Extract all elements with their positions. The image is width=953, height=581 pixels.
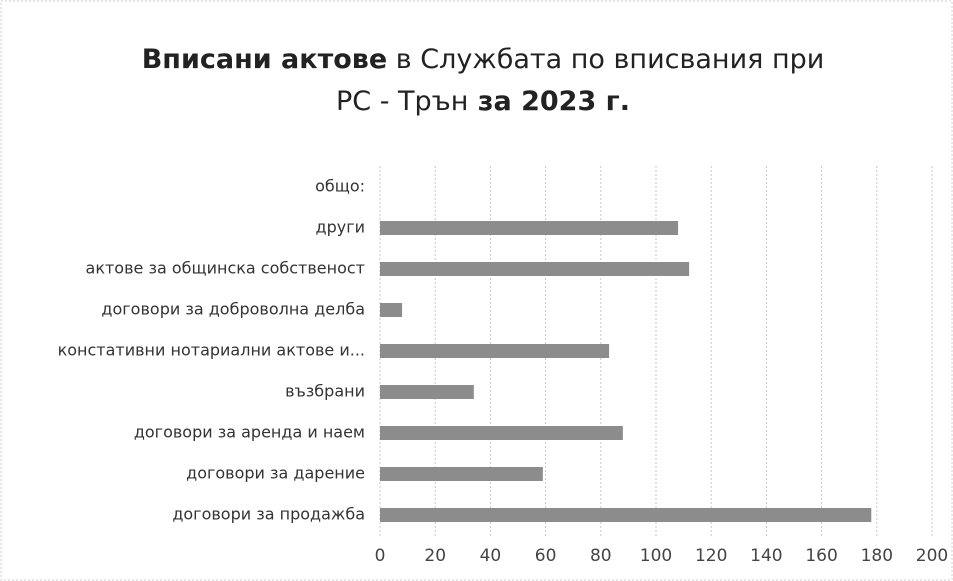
y-tick-label: възбрани: [285, 382, 365, 401]
x-tick-label: 60: [535, 546, 557, 566]
x-tick-label: 40: [480, 546, 502, 566]
y-tick-label: констативни нотариални актове и...: [58, 341, 365, 360]
x-tick-label: 80: [590, 546, 612, 566]
x-tick-label: 0: [375, 546, 386, 566]
x-tick-label: 160: [805, 546, 837, 566]
y-tick-label: актове за общинска собственост: [86, 259, 365, 278]
bar: [380, 221, 679, 235]
y-tick-label: други: [316, 218, 366, 237]
bar: [380, 344, 610, 358]
y-tick-label: договори за доброволна делба: [101, 300, 365, 319]
title-part: в Службата по вписвания при: [387, 44, 824, 75]
x-tick-label: 100: [640, 546, 672, 566]
y-tick-label: договори за дарение: [186, 464, 365, 483]
bar: [380, 303, 403, 317]
chart-title: Вписани актове в Службата по вписвания п…: [142, 44, 825, 75]
y-tick-label: договори за продажба: [172, 505, 365, 524]
bar: [380, 385, 474, 399]
x-tick-label: 120: [695, 546, 727, 566]
x-tick-label: 180: [861, 546, 893, 566]
x-tick-label: 200: [916, 546, 948, 566]
chart-title: РС - Трън за 2023 г.: [336, 86, 630, 117]
title-part: за 2023 г.: [468, 86, 630, 117]
bar: [380, 262, 690, 276]
y-tick-label: договори за аренда и наем: [134, 423, 365, 442]
title-part: РС - Трън: [336, 86, 468, 117]
bar: [380, 467, 543, 481]
title-part: Вписани актове: [142, 44, 388, 75]
y-tick-label: общо:: [315, 177, 365, 196]
x-tick-label: 140: [750, 546, 782, 566]
bar: [380, 426, 623, 440]
x-tick-label: 20: [424, 546, 446, 566]
bar: [380, 508, 872, 522]
